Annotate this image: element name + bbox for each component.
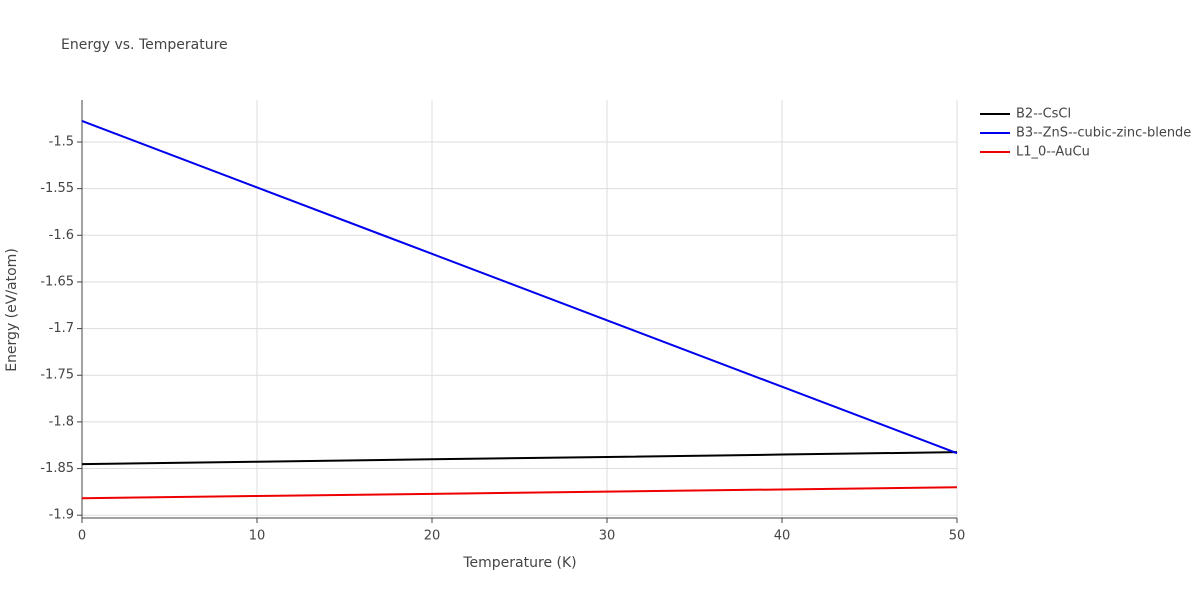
legend-label: B3--ZnS--cubic-zinc-blende (1016, 126, 1191, 141)
x-axis-title: Temperature (K) (462, 555, 576, 571)
x-tick-label: 50 (949, 529, 966, 544)
x-tick-label: 30 (599, 529, 616, 544)
y-tick-label: -1.9 (49, 508, 74, 523)
series-line (81, 451, 958, 466)
legend-label: L1_0--AuCu (1016, 145, 1090, 160)
chart-title: Energy vs. Temperature (61, 37, 228, 53)
series-line (81, 120, 958, 455)
y-axis-title: Energy (eV/atom) (4, 248, 20, 372)
y-tick-label: -1.8 (49, 414, 74, 429)
y-tick-label: -1.7 (49, 321, 74, 336)
y-tick-label: -1.6 (49, 228, 74, 243)
series-line (81, 486, 958, 500)
legend-label: B2--CsCl (1016, 107, 1071, 122)
x-tick-label: 10 (249, 529, 266, 544)
y-tick-label: -1.75 (40, 368, 74, 383)
x-tick-label: 0 (78, 529, 86, 544)
x-tick-label: 20 (424, 529, 441, 544)
y-tick-label: -1.65 (40, 274, 74, 289)
x-tick-label: 40 (774, 529, 791, 544)
y-tick-label: -1.85 (40, 461, 74, 476)
y-tick-label: -1.55 (40, 181, 74, 196)
y-tick-label: -1.5 (49, 134, 74, 149)
